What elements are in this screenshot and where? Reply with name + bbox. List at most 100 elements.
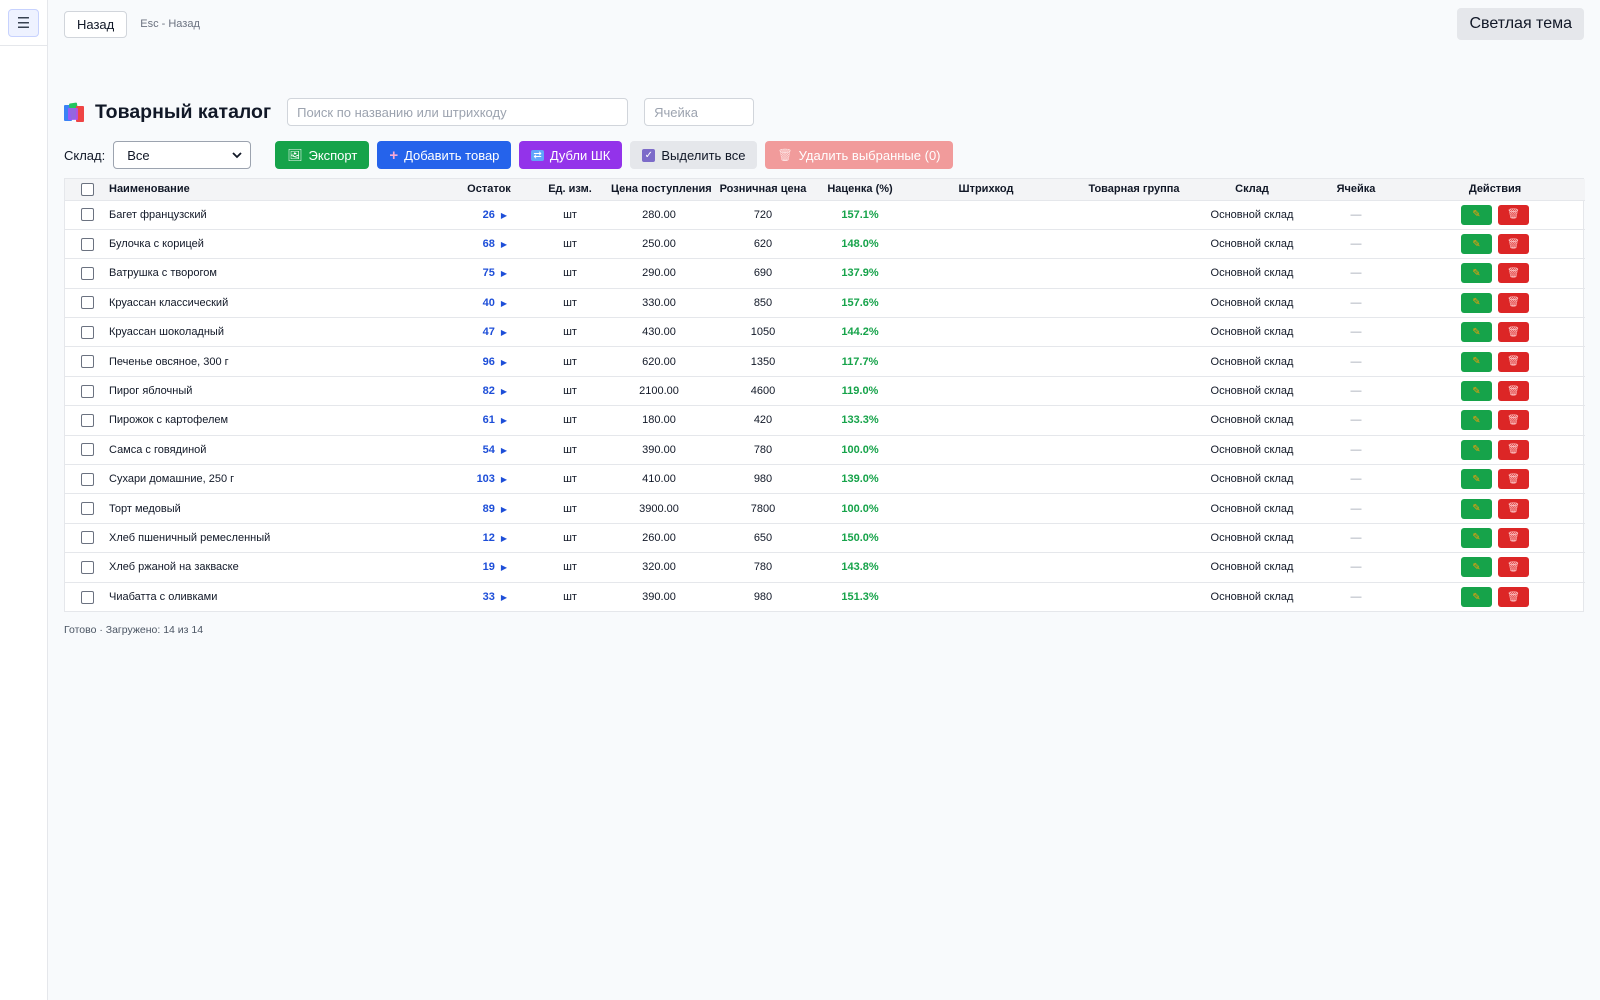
table-row[interactable]: Пирожок с картофелем 61 ▶ шт 180.00 420 133.3%…	[65, 405, 1585, 436]
row-checkbox[interactable]	[65, 582, 109, 611]
row-checkbox[interactable]	[65, 376, 109, 407]
delete-button[interactable]: 🗑	[1498, 469, 1529, 490]
stock-value[interactable]: 47	[482, 326, 495, 339]
row-checkbox[interactable]	[65, 523, 109, 554]
delete-button[interactable]: 🗑	[1498, 234, 1529, 255]
hamburger-menu-button[interactable]: ☰	[8, 8, 39, 37]
triangle-right-icon[interactable]: ▶	[500, 416, 508, 426]
table-row[interactable]: Чиабатта с оливками 33 ▶ шт 390.00 980 151.3% О…	[65, 582, 1585, 611]
table-row[interactable]: Круассан классический 40 ▶ шт 330.00 850 157.6…	[65, 288, 1585, 319]
row-checkbox[interactable]	[65, 552, 109, 583]
edit-button[interactable]: ✎	[1461, 469, 1492, 490]
edit-button[interactable]: ✎	[1461, 204, 1492, 225]
triangle-right-icon[interactable]: ▶	[500, 593, 508, 603]
header-warehouse[interactable]: Склад	[1197, 179, 1307, 201]
delete-selected-button[interactable]: 🗑 Удалить выбранные (0)	[765, 141, 953, 169]
table-row[interactable]: Самса с говядиной 54 ▶ шт 390.00 780 100.0% Осн…	[65, 435, 1585, 466]
triangle-right-icon[interactable]: ▶	[500, 533, 508, 543]
triangle-right-icon[interactable]: ▶	[500, 269, 508, 279]
header-product-group[interactable]: Товарная группа	[1071, 179, 1197, 201]
stock-value[interactable]: 12	[482, 531, 495, 544]
triangle-right-icon[interactable]: ▶	[500, 240, 508, 250]
table-row[interactable]: Торт медовый 89 ▶ шт 3900.00 7800 100.0% Основн…	[65, 493, 1585, 524]
triangle-right-icon[interactable]: ▶	[500, 210, 508, 220]
delete-button[interactable]: 🗑	[1498, 587, 1529, 608]
table-row[interactable]: Хлеб пшеничный ремесленный 12 ▶ шт 260.00 650…	[65, 523, 1585, 554]
triangle-right-icon[interactable]: ▶	[500, 298, 508, 308]
edit-button[interactable]: ✎	[1461, 557, 1492, 578]
delete-button[interactable]: 🗑	[1498, 322, 1529, 343]
header-cell[interactable]: Ячейка	[1307, 179, 1405, 201]
table-row[interactable]: Хлеб ржаной на закваске 19 ▶ шт 320.00 780 143…	[65, 552, 1585, 583]
header-markup[interactable]: Наценка (%)	[819, 179, 901, 201]
delete-button[interactable]: 🗑	[1498, 498, 1529, 519]
triangle-right-icon[interactable]: ▶	[500, 563, 508, 573]
edit-button[interactable]: ✎	[1461, 234, 1492, 255]
theme-toggle-button[interactable]: Светлая тема	[1457, 8, 1584, 40]
export-button[interactable]: 🖼 Экспорт	[275, 141, 370, 169]
edit-button[interactable]: ✎	[1461, 587, 1492, 608]
row-checkbox[interactable]	[65, 493, 109, 524]
header-stock[interactable]: Остаток	[449, 179, 529, 201]
stock-value[interactable]: 68	[482, 238, 495, 251]
add-product-button[interactable]: + Добавить товар	[377, 141, 512, 169]
delete-button[interactable]: 🗑	[1498, 351, 1529, 372]
row-checkbox[interactable]	[65, 464, 109, 495]
triangle-right-icon[interactable]: ▶	[500, 357, 508, 367]
stock-value[interactable]: 103	[476, 473, 495, 486]
header-barcode[interactable]: Штрихкод	[901, 179, 1071, 201]
edit-button[interactable]: ✎	[1461, 439, 1492, 460]
row-checkbox[interactable]	[65, 229, 109, 260]
table-row[interactable]: Печенье овсяное, 300 г 96 ▶ шт 620.00 1350 117…	[65, 346, 1585, 377]
row-checkbox[interactable]	[65, 405, 109, 436]
delete-button[interactable]: 🗑	[1498, 204, 1529, 225]
stock-value[interactable]: 19	[482, 561, 495, 574]
cell-filter-input[interactable]	[644, 98, 755, 126]
header-name[interactable]: Наименование	[109, 179, 449, 201]
header-select-checkbox[interactable]	[65, 179, 109, 201]
row-checkbox[interactable]	[65, 258, 109, 289]
table-row[interactable]: Багет французский 26 ▶ шт 280.00 720 157.1% Осн…	[65, 200, 1585, 230]
edit-button[interactable]: ✎	[1461, 527, 1492, 548]
table-row[interactable]: Пирог яблочный 82 ▶ шт 2100.00 4600 119.0% Осно…	[65, 376, 1585, 407]
row-checkbox[interactable]	[65, 288, 109, 319]
back-button[interactable]: Назад	[64, 10, 128, 38]
row-checkbox[interactable]	[65, 435, 109, 466]
row-checkbox[interactable]	[65, 317, 109, 348]
stock-value[interactable]: 54	[482, 443, 495, 456]
edit-button[interactable]: ✎	[1461, 322, 1492, 343]
table-row[interactable]: Круассан шоколадный 47 ▶ шт 430.00 1050 144.2%…	[65, 317, 1585, 348]
delete-button[interactable]: 🗑	[1498, 410, 1529, 431]
warehouse-select[interactable]: Все	[113, 141, 252, 169]
delete-button[interactable]: 🗑	[1498, 263, 1529, 284]
edit-button[interactable]: ✎	[1461, 381, 1492, 402]
row-checkbox[interactable]	[65, 200, 109, 230]
delete-button[interactable]: 🗑	[1498, 527, 1529, 548]
duplicate-barcodes-button[interactable]: ⇄ Дубли ШК	[519, 141, 623, 169]
stock-value[interactable]: 75	[482, 267, 495, 280]
select-all-button[interactable]: ✓ Выделить все	[630, 141, 758, 169]
delete-button[interactable]: 🗑	[1498, 292, 1529, 313]
edit-button[interactable]: ✎	[1461, 498, 1492, 519]
edit-button[interactable]: ✎	[1461, 351, 1492, 372]
header-retail-price[interactable]: Розничная цена	[707, 179, 819, 201]
stock-value[interactable]: 89	[482, 502, 495, 515]
header-cost-price[interactable]: Цена поступления	[611, 179, 712, 201]
stock-value[interactable]: 82	[482, 385, 495, 398]
table-row[interactable]: Булочка с корицей 68 ▶ шт 250.00 620 148.0% Осн…	[65, 229, 1585, 260]
edit-button[interactable]: ✎	[1461, 263, 1492, 284]
stock-value[interactable]: 33	[482, 591, 495, 604]
triangle-right-icon[interactable]: ▶	[500, 504, 508, 514]
delete-button[interactable]: 🗑	[1498, 439, 1529, 460]
stock-value[interactable]: 26	[482, 208, 495, 221]
edit-button[interactable]: ✎	[1461, 292, 1492, 313]
triangle-right-icon[interactable]: ▶	[500, 328, 508, 338]
delete-button[interactable]: 🗑	[1498, 381, 1529, 402]
row-checkbox[interactable]	[65, 346, 109, 377]
stock-value[interactable]: 40	[482, 296, 495, 309]
triangle-right-icon[interactable]: ▶	[500, 387, 508, 397]
edit-button[interactable]: ✎	[1461, 410, 1492, 431]
header-unit[interactable]: Ед. изм.	[529, 179, 611, 201]
table-row[interactable]: Ватрушка с творогом 75 ▶ шт 290.00 690 137.9% О…	[65, 258, 1585, 289]
stock-value[interactable]: 96	[482, 355, 495, 368]
